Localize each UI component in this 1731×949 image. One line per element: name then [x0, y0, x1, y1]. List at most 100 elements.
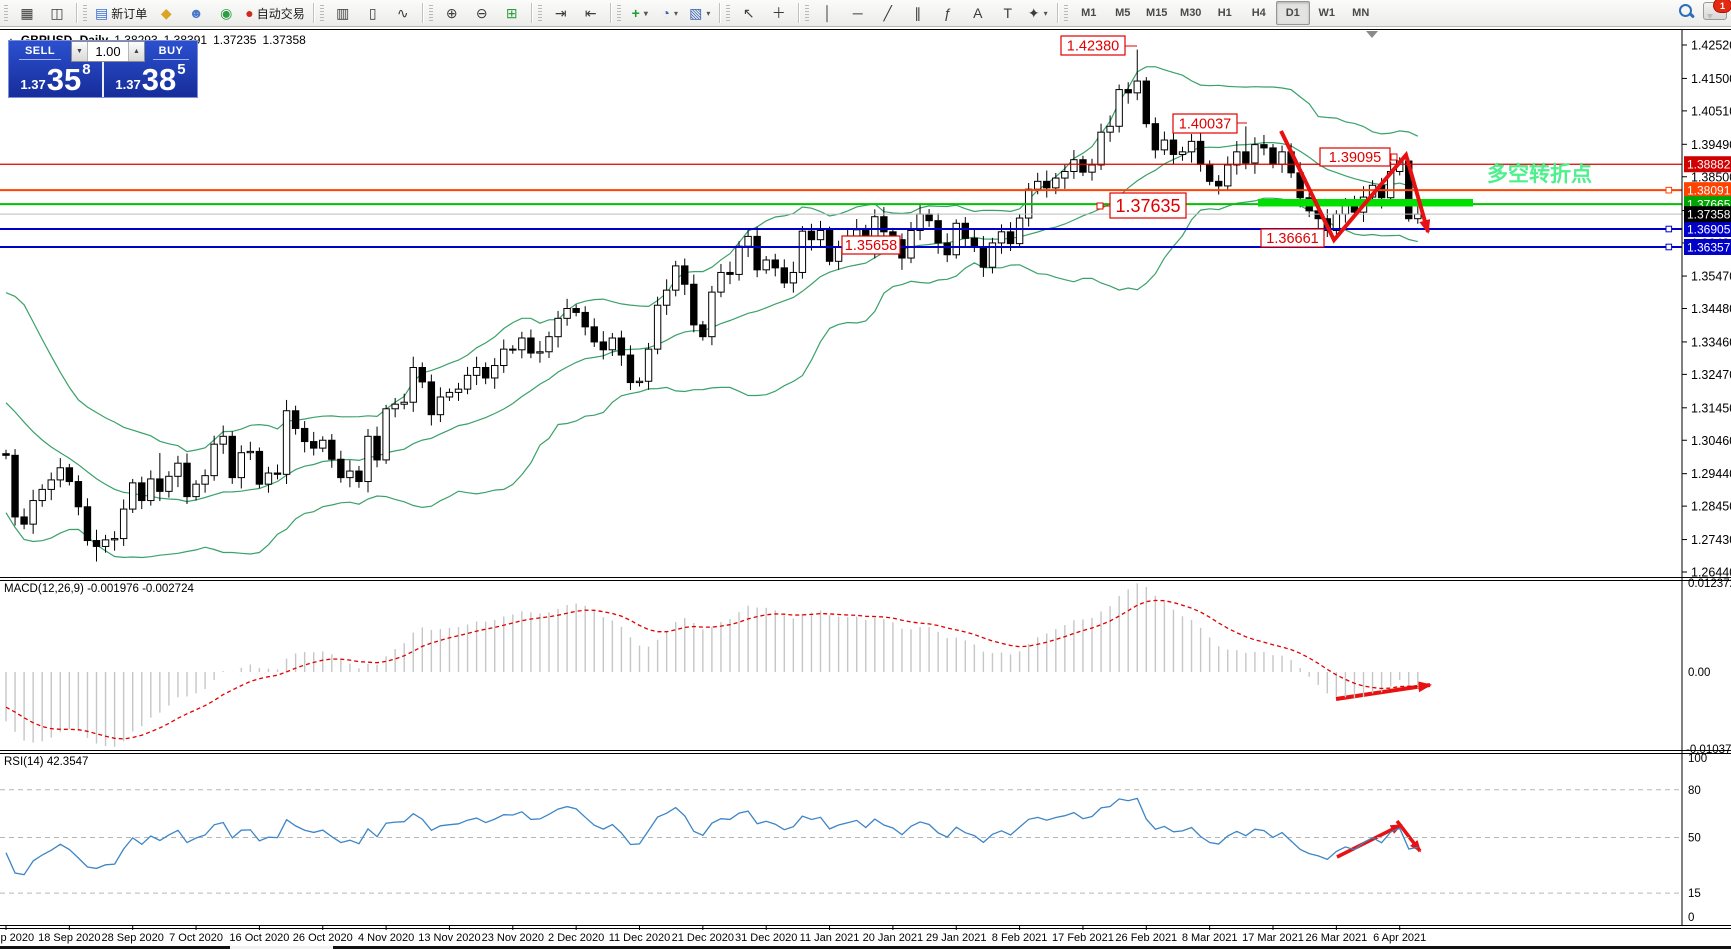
candle-body	[1205, 163, 1214, 182]
price-label-box[interactable]	[841, 235, 901, 255]
tf-h1[interactable]: H1	[1217, 7, 1232, 19]
text-icon[interactable]: A	[963, 1, 993, 25]
candle-body	[988, 242, 997, 268]
candle-body	[20, 516, 28, 525]
tf-m30[interactable]: M30	[1180, 7, 1202, 19]
chart-candles-icon[interactable]: ▯	[358, 1, 388, 25]
zoom-out-icon: ⊖	[475, 5, 488, 21]
horizontal-line-icon: ─	[852, 5, 863, 21]
sell-price[interactable]: 1.37 35 8	[9, 62, 104, 97]
price-badge-text: 1.38882	[1687, 158, 1731, 172]
volume-up-button[interactable]: ▲	[128, 42, 144, 61]
candle-body	[545, 336, 553, 353]
candle-body	[943, 242, 951, 256]
notifications-icon[interactable]: 1	[1703, 0, 1731, 20]
zoom-in-icon[interactable]: ⊕	[437, 1, 467, 25]
crosshair-icon[interactable]: ＋	[764, 1, 794, 25]
vertical-line-icon: │	[823, 5, 833, 21]
candle-body	[2, 453, 10, 456]
candle-body	[83, 506, 92, 542]
candle-body	[183, 462, 191, 498]
tf-mn[interactable]: MN	[1352, 7, 1370, 19]
text-icon: A	[973, 5, 983, 21]
periods-icon[interactable]: ◔ ▾	[655, 1, 685, 25]
tf-h4[interactable]: H4	[1251, 7, 1266, 19]
bollinger-up-band	[5, 66, 1419, 453]
candle-body	[1151, 123, 1160, 151]
horizontal-line-icon[interactable]: ─	[843, 1, 873, 25]
autotrading-icon[interactable]: ● 自动交易	[241, 1, 308, 25]
trendline-icon[interactable]: ╱	[873, 1, 903, 25]
macd-title: MACD(12,26,9) -0.001976 -0.002724	[4, 583, 194, 595]
new-chart-icon[interactable]: ▦	[12, 1, 42, 25]
rsi-title: RSI(14) 42.3547	[4, 756, 88, 768]
profile-icon[interactable]: ☻	[181, 1, 211, 25]
cursor-icon[interactable]: ↖	[734, 1, 764, 25]
channel-icon[interactable]: ∥	[903, 1, 933, 25]
new-order-icon[interactable]: ▤ 新订单	[91, 1, 151, 25]
price-label-text: 1.37635	[1115, 196, 1180, 216]
search-icon[interactable]	[1677, 2, 1695, 20]
candle-body	[364, 435, 372, 483]
toolbar-separator	[421, 3, 423, 23]
candle-body	[690, 283, 698, 326]
price-label-box[interactable]	[1260, 228, 1325, 248]
label-icon[interactable]: T	[993, 1, 1023, 25]
tf-w1[interactable]: W1	[1318, 7, 1335, 19]
chart-shift-icon[interactable]: ⇤	[576, 1, 606, 25]
candle-body	[11, 454, 19, 518]
fibonacci-icon[interactable]: ƒ	[933, 1, 963, 25]
objects-icon[interactable]: ✦ ▾	[1023, 1, 1053, 25]
chart-line-icon[interactable]: ∿	[388, 1, 418, 25]
one-click-trading-panel: SELL ▼ 1.00 ▲ BUY 1.37 35 8 1.37 38 5	[8, 40, 198, 98]
toolbar-separator	[76, 3, 77, 23]
price-label-box[interactable]	[1060, 35, 1126, 56]
candle-body	[563, 308, 571, 319]
note-text[interactable]: 多空转折点	[1487, 162, 1592, 186]
volume-down-button[interactable]: ▼	[72, 42, 88, 61]
sell-button[interactable]: SELL	[9, 41, 71, 62]
candle-body	[291, 410, 300, 429]
tf-m5[interactable]: M5	[1115, 7, 1131, 19]
signals-icon[interactable]: ◉	[211, 1, 241, 25]
metaeditor-icon[interactable]: ◆	[151, 1, 181, 25]
template-icon[interactable]: ▧ ▾	[685, 1, 715, 25]
price-badge	[1684, 156, 1731, 173]
vertical-line-icon[interactable]: │	[813, 1, 843, 25]
candle-body	[1269, 147, 1277, 165]
price-label-box[interactable]	[1172, 113, 1238, 134]
candle-body	[699, 324, 707, 338]
tile-windows-icon[interactable]: ⊞	[497, 1, 527, 25]
buy-button[interactable]: BUY	[145, 41, 197, 62]
buy-price[interactable]: 1.37 38 5	[115, 61, 186, 98]
chart-bars-icon[interactable]: ▥	[328, 1, 358, 25]
toolbar-grip	[1063, 5, 1068, 21]
date-tick-label: 4 Nov 2020	[358, 932, 414, 944]
candle-body	[672, 265, 680, 291]
macd-arrow[interactable]	[1335, 681, 1433, 701]
indicators-icon[interactable]: + ▾	[625, 1, 655, 25]
tf-m15[interactable]: M15	[1146, 7, 1168, 19]
new-order-icon: ▤	[95, 5, 109, 21]
price-label-text: 1.42380	[1067, 39, 1119, 55]
candle-body	[246, 450, 255, 454]
candle-body	[328, 439, 336, 460]
macd-axis-max: 0.012372	[1688, 578, 1731, 590]
price-tick-label: 1.26440	[1691, 566, 1731, 580]
candle-body	[1160, 139, 1169, 151]
chart-shift-marker[interactable]	[1366, 31, 1378, 38]
rsi-arrow[interactable]	[1395, 819, 1422, 853]
data-window-icon[interactable]: ◫	[42, 1, 72, 25]
tf-m1[interactable]: M1	[1081, 7, 1097, 19]
rsi-arrow[interactable]	[1336, 823, 1403, 859]
price-tick-label: 1.32470	[1691, 368, 1731, 382]
volume-input[interactable]: 1.00	[95, 44, 121, 59]
candle-body	[409, 366, 417, 403]
auto-scroll-icon[interactable]: ⇥	[546, 1, 576, 25]
tf-d1[interactable]: D1	[1275, 1, 1310, 25]
price-label-box[interactable]	[1109, 192, 1187, 219]
trend-arrow[interactable]	[1279, 130, 1431, 244]
price-label-box[interactable]	[1319, 147, 1391, 167]
zoom-out-icon[interactable]: ⊖	[467, 1, 497, 25]
